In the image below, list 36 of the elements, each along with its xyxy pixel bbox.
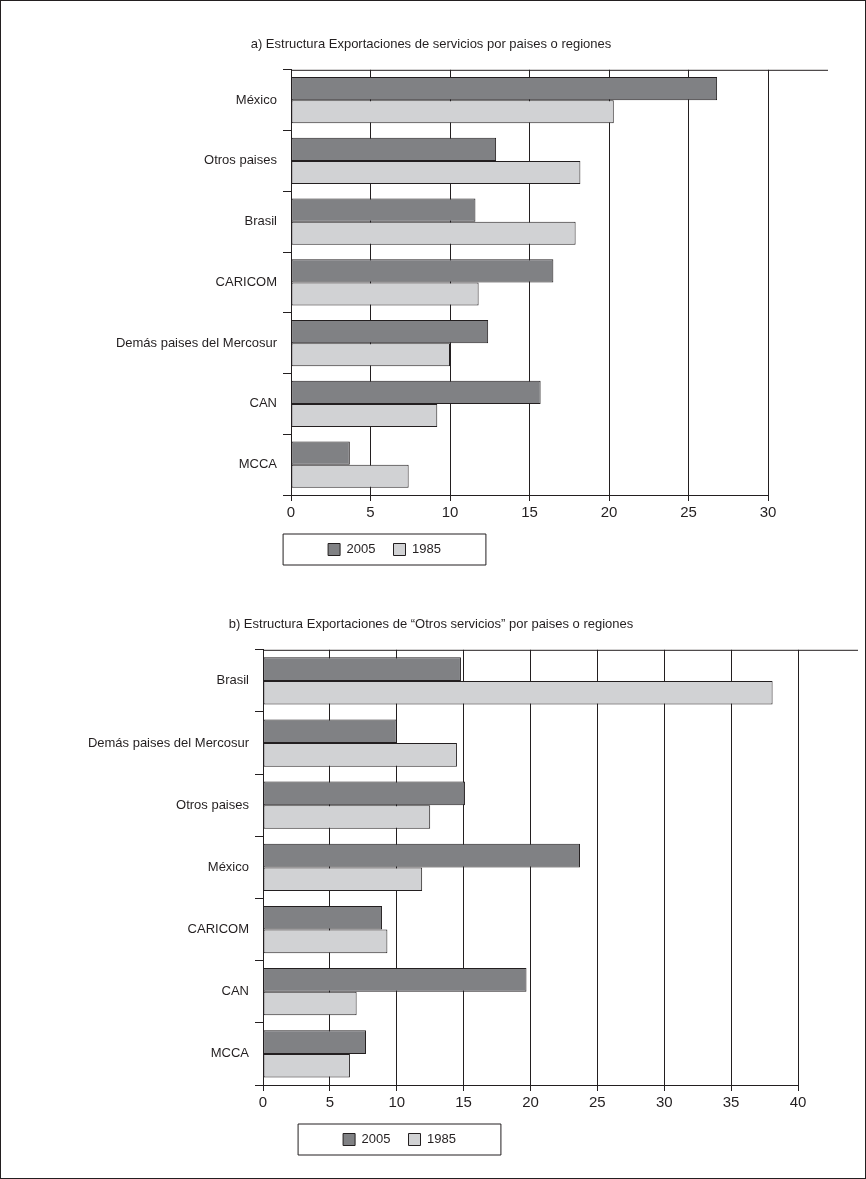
x-tick-label: 20 xyxy=(600,503,618,521)
legend-label: 2005 xyxy=(361,1131,391,1147)
x-tick-label: 5 xyxy=(366,503,375,521)
x-tick-label: 5 xyxy=(325,1093,335,1111)
y-tick-label: Otros paises xyxy=(204,152,278,168)
y-tick-label: CARICOM xyxy=(215,273,277,289)
x-tick-label: 25 xyxy=(589,1093,606,1111)
x-tick-label: 0 xyxy=(258,1093,268,1111)
y-tick-label: CARICOM xyxy=(187,921,249,937)
legend-label: 1985 xyxy=(412,541,441,557)
legend-label: 1985 xyxy=(427,1131,456,1147)
chart-title: b) Estructura Exportaciones de “Otros servicios” por paises o regiones xyxy=(227,616,635,631)
y-tick-label: MCCA xyxy=(238,456,278,472)
x-tick-label: 35 xyxy=(722,1093,740,1111)
y-tick-label: MCCA xyxy=(210,1045,250,1061)
x-tick-label: 10 xyxy=(441,503,459,521)
x-tick-label: 15 xyxy=(521,503,538,521)
chart-title: a) Estructura Exportaciones de servicios por paises o regiones xyxy=(249,36,613,51)
y-tick-label: Brasil xyxy=(216,672,250,688)
x-tick-label: 30 xyxy=(759,503,777,521)
y-tick-label: CAN xyxy=(221,983,249,999)
y-tick-label: Otros paises xyxy=(176,796,250,812)
y-tick-label: Demás paises del Mercosur xyxy=(87,734,250,750)
x-tick-label: 0 xyxy=(286,503,296,521)
x-tick-label: 30 xyxy=(655,1093,673,1111)
y-tick-label: México xyxy=(207,858,249,874)
y-tick-label: CAN xyxy=(249,395,277,411)
y-tick-label: México xyxy=(235,91,277,107)
x-tick-label: 15 xyxy=(455,1093,472,1111)
x-tick-label: 20 xyxy=(522,1093,539,1111)
x-tick-label: 40 xyxy=(789,1093,807,1111)
x-tick-label: 10 xyxy=(388,1093,406,1111)
legend-label: 2005 xyxy=(346,541,376,557)
y-tick-label: Demás paises del Mercosur xyxy=(115,334,278,350)
y-tick-label: Brasil xyxy=(244,213,278,229)
x-tick-label: 25 xyxy=(680,503,697,521)
